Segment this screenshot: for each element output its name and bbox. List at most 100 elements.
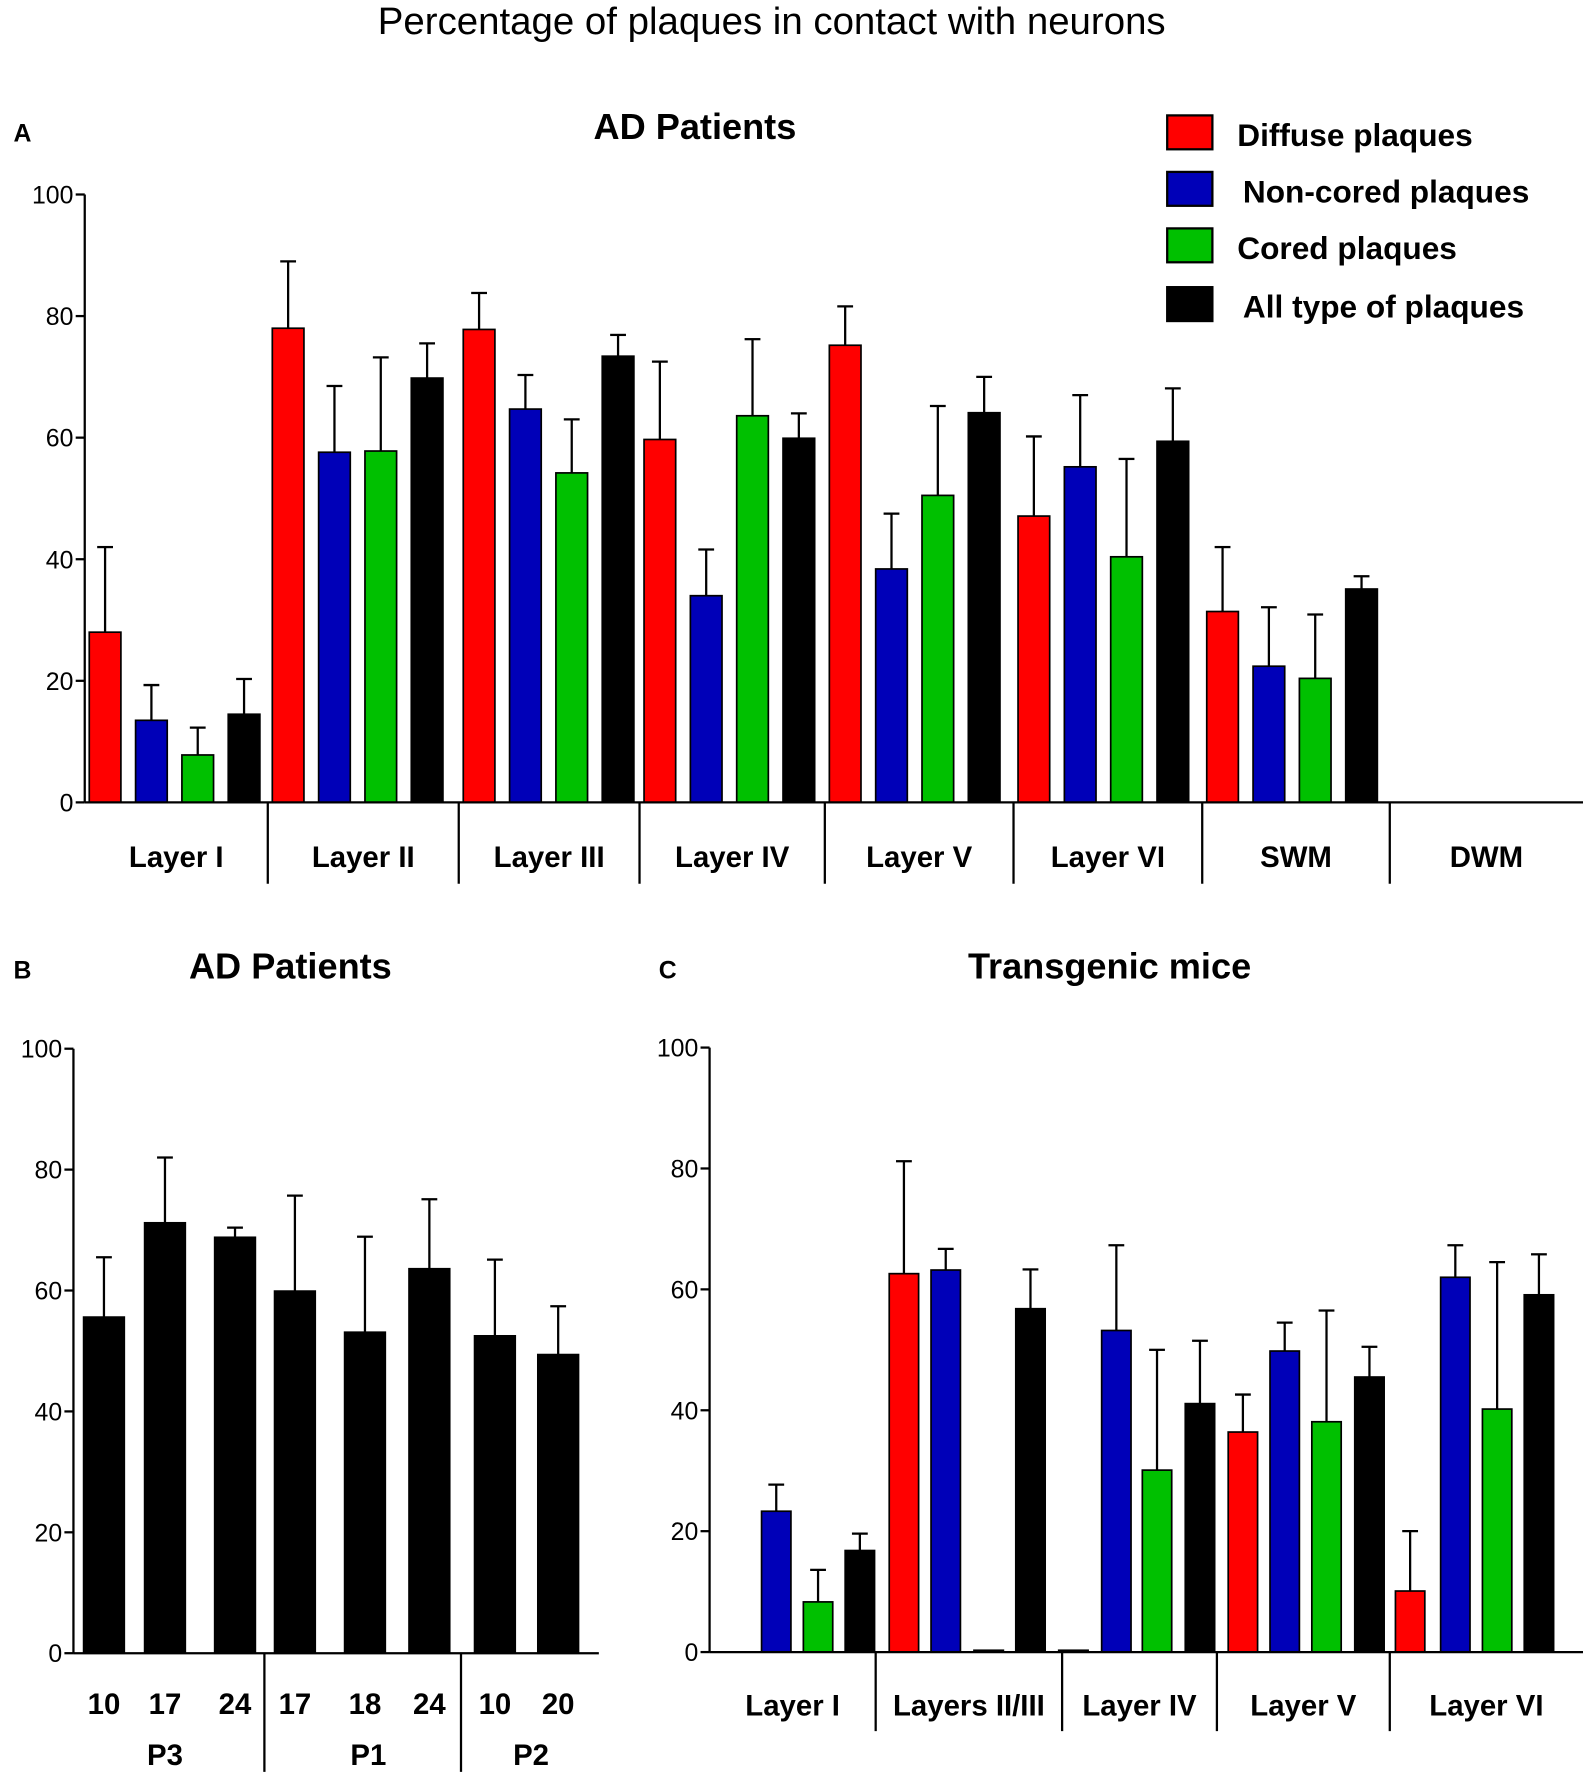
- x-tick-label: 18: [349, 1688, 382, 1721]
- y-tick-label: 60: [46, 426, 74, 453]
- legend-swatch: [1166, 227, 1214, 264]
- x-category-label: Layer I: [129, 841, 224, 874]
- y-tick-label: 60: [35, 1279, 63, 1306]
- panel-a: Layer I Layer II Layer III Layer IV Layer V L…: [32, 183, 1583, 884]
- bar: [921, 494, 955, 804]
- legend-swatch: [1166, 170, 1214, 207]
- bar: [1310, 1420, 1343, 1653]
- bar: [802, 1601, 834, 1653]
- panel-b-label: B: [14, 958, 32, 985]
- x-tick-label: 20: [542, 1688, 575, 1721]
- legend-label: Cored plaques: [1237, 230, 1457, 266]
- group-label: P1: [350, 1739, 386, 1772]
- group-label: P3: [147, 1739, 183, 1772]
- x-tick-label: 10: [88, 1688, 121, 1721]
- x-category-label: Layer I: [745, 1689, 840, 1722]
- y-tick-label: 80: [46, 304, 74, 331]
- bar: [536, 1353, 580, 1655]
- x-category-label: DWM: [1450, 841, 1523, 874]
- y-tick-label: 40: [35, 1399, 63, 1426]
- bar: [343, 1331, 387, 1655]
- bar: [213, 1236, 257, 1655]
- group-label: P2: [513, 1739, 549, 1772]
- bar: [888, 1272, 920, 1653]
- legend-swatch: [1166, 286, 1214, 323]
- figure-title: Percentage of plaques in contact with ne…: [378, 0, 1166, 43]
- legend-label: All type of plaques: [1243, 289, 1524, 325]
- y-tick-label: 0: [684, 1640, 698, 1667]
- bar: [1109, 555, 1144, 804]
- bar: [462, 328, 496, 804]
- panel-a-label: A: [14, 120, 32, 147]
- y-tick-label: 40: [46, 547, 74, 574]
- bar: [1014, 1307, 1047, 1653]
- bar: [181, 754, 215, 804]
- panel-b-title: AD Patients: [189, 946, 392, 987]
- bar: [1353, 1376, 1385, 1653]
- legend-swatch: [1166, 114, 1214, 151]
- bar: [967, 411, 1001, 804]
- bar: [555, 472, 589, 804]
- panel-c: Layer I Layers II/III Layer IV Layer V Layer…: [657, 1036, 1583, 1732]
- bar: [1439, 1276, 1471, 1653]
- bar: [1344, 588, 1379, 804]
- y-tick-label: 0: [60, 790, 74, 817]
- x-category-label: Layers II/III: [893, 1689, 1045, 1722]
- y-tick-label: 100: [21, 1037, 62, 1064]
- panel-c-title: Transgenic mice: [968, 946, 1251, 987]
- y-tick-label: 60: [671, 1277, 699, 1304]
- legend-label: Diffuse plaques: [1237, 117, 1472, 153]
- x-category-label: Layer VI: [1051, 841, 1165, 874]
- panel-a-title: AD Patients: [593, 106, 796, 147]
- bar: [273, 1290, 317, 1655]
- x-category-label: Layer III: [494, 841, 605, 874]
- y-tick-label: 100: [32, 183, 73, 210]
- legend: Diffuse plaques Non-cored plaques Cored pl…: [1166, 114, 1529, 325]
- y-tick-label: 20: [35, 1520, 63, 1547]
- bar: [134, 719, 169, 804]
- bar: [408, 1267, 451, 1655]
- x-category-label: Layer IV: [675, 841, 790, 874]
- bar: [1252, 665, 1286, 804]
- x-category-label: SWM: [1260, 841, 1332, 874]
- bar: [1298, 677, 1332, 804]
- bar: [601, 355, 635, 804]
- bar: [1100, 1329, 1132, 1653]
- bar: [227, 713, 261, 804]
- bar: [689, 594, 723, 804]
- panel-c-label: C: [659, 958, 677, 985]
- bar: [1394, 1590, 1426, 1653]
- panel-b: 0 20 40 60 80 100 10 17 24 17 18 24 10 20 P3 P1 P2: [21, 1037, 599, 1772]
- x-category-label: Layer V: [1250, 1689, 1357, 1722]
- x-tick-label: 17: [279, 1688, 312, 1721]
- bar: [874, 568, 909, 804]
- bar: [1269, 1350, 1301, 1653]
- x-tick-label: 24: [413, 1688, 446, 1721]
- bar: [410, 377, 444, 804]
- bar: [1017, 515, 1051, 804]
- y-tick-label: 20: [46, 669, 74, 696]
- bar: [760, 1510, 792, 1653]
- bar: [643, 438, 677, 804]
- y-tick-label: 80: [35, 1158, 63, 1185]
- x-category-label: Layer V: [866, 841, 973, 874]
- y-tick-label: 0: [48, 1641, 62, 1668]
- bar: [1523, 1293, 1555, 1653]
- bar: [1205, 610, 1240, 804]
- bar: [271, 327, 305, 804]
- y-tick-label: 20: [671, 1519, 699, 1546]
- bar: [364, 450, 398, 804]
- y-tick-label: 80: [671, 1157, 699, 1184]
- bar: [1184, 1402, 1216, 1653]
- bar: [782, 437, 816, 804]
- bar: [1227, 1431, 1259, 1653]
- legend-label: Non-cored plaques: [1243, 173, 1529, 209]
- bar: [844, 1549, 876, 1653]
- x-category-label: Layer VI: [1429, 1689, 1543, 1722]
- bar: [1481, 1408, 1513, 1653]
- bar: [508, 408, 543, 804]
- x-tick-label: 24: [219, 1688, 252, 1721]
- bar: [88, 631, 122, 804]
- bar: [828, 344, 862, 804]
